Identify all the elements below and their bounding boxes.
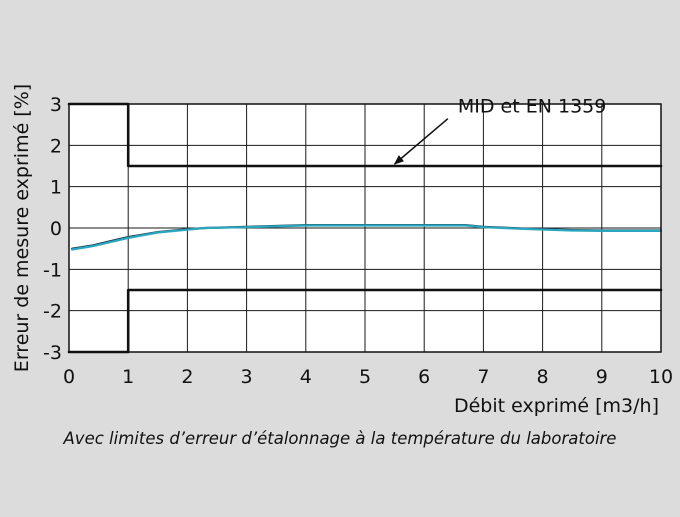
y-tick-label: -2 xyxy=(43,301,62,323)
y-tick-label: 3 xyxy=(50,94,62,116)
annotation-label: MID et EN 1359 xyxy=(458,96,606,118)
y-tick-label: 2 xyxy=(50,135,62,157)
x-tick-label: 10 xyxy=(649,366,673,388)
y-axis-label: Erreur de mesure exprimé [%] xyxy=(11,84,33,372)
x-tick-label: 2 xyxy=(181,366,193,388)
x-tick-label: 4 xyxy=(300,366,312,388)
measurement-line xyxy=(70,224,663,251)
y-tick-label: -1 xyxy=(43,259,62,281)
y-tick-label: -3 xyxy=(43,342,62,364)
y-tick-label: 1 xyxy=(50,177,62,199)
annotation-arrow xyxy=(393,118,449,165)
y-tick-label: 0 xyxy=(50,218,62,240)
x-tick-label: 0 xyxy=(63,366,75,388)
x-tick-label: 3 xyxy=(241,366,253,388)
x-axis-label: Débit exprimé [m3/h] xyxy=(454,395,659,417)
x-tick-label: 5 xyxy=(359,366,371,388)
x-tick-label: 7 xyxy=(477,366,489,388)
annotation: MID et EN 1359 xyxy=(393,96,606,165)
x-tick-label: 1 xyxy=(122,366,134,388)
x-tick-label: 6 xyxy=(418,366,430,388)
x-tick-label: 9 xyxy=(596,366,608,388)
plot-frame xyxy=(68,103,662,353)
x-tick-label: 8 xyxy=(537,366,549,388)
chart-caption: Avec limites d’erreur d’étalonnage à la … xyxy=(63,429,617,448)
